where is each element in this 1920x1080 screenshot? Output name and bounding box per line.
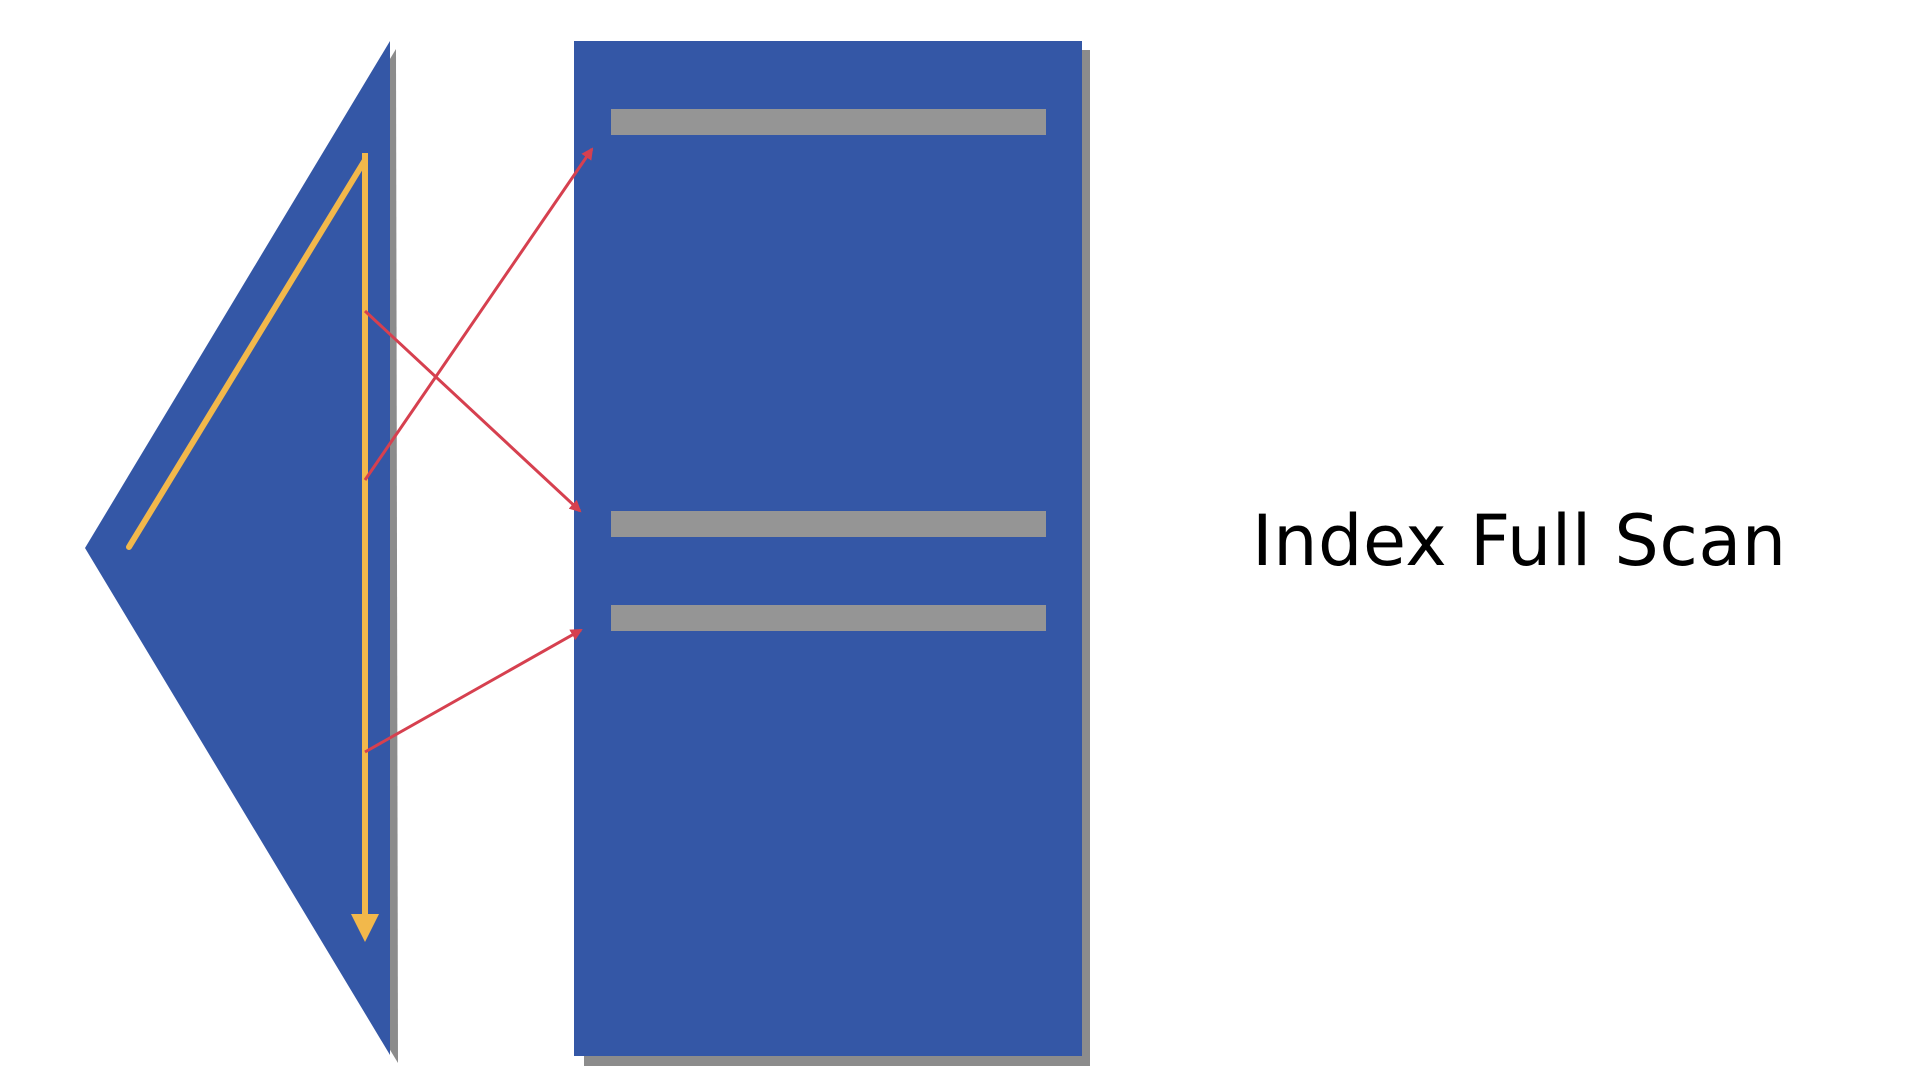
index-tree-triangle xyxy=(85,41,390,1055)
lookup-arrow-3 xyxy=(364,628,583,754)
table-row-highlight-1 xyxy=(611,109,1046,135)
lookup-arrow-2 xyxy=(363,309,582,513)
diagram-caption: Index Full Scan xyxy=(1252,500,1787,582)
table-block xyxy=(574,41,1082,1056)
table-row-highlight-3 xyxy=(611,605,1046,631)
leaf-diagonal-line xyxy=(126,157,368,550)
lookup-arrow-1 xyxy=(363,147,594,481)
table-row-highlight-2 xyxy=(611,511,1046,537)
